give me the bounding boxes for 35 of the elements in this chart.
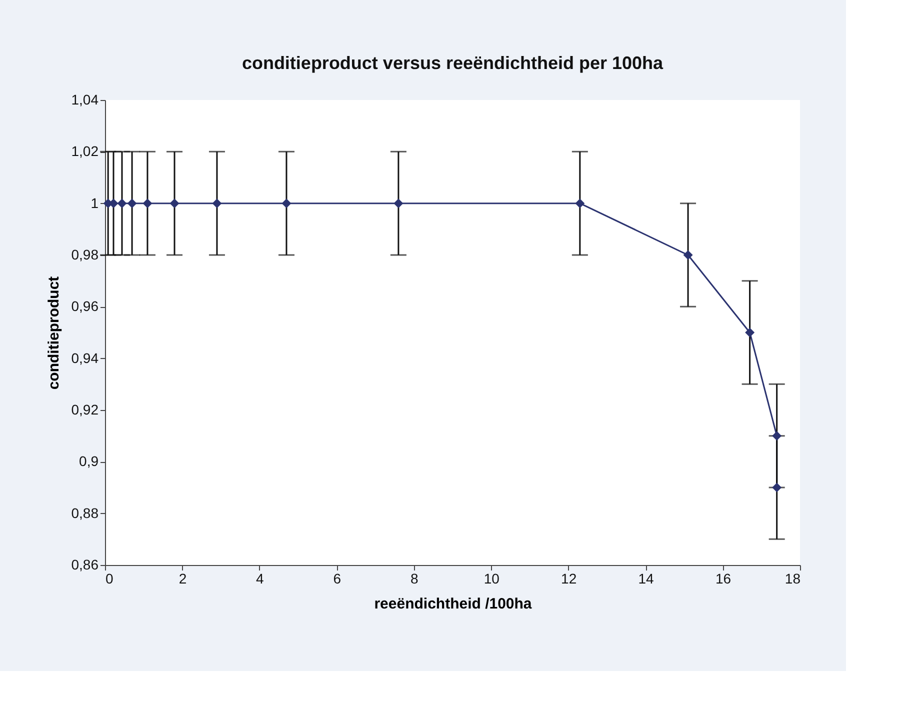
x-tick-label: 12 <box>561 570 577 586</box>
y-tick-label: 0,98 <box>71 246 99 262</box>
x-tick-label: 6 <box>333 570 342 586</box>
point <box>142 198 152 208</box>
y-tick-label: 1,02 <box>71 143 99 160</box>
point <box>117 198 127 208</box>
point <box>772 431 782 441</box>
y-tick-label: 1,04 <box>71 92 99 108</box>
point <box>212 198 222 208</box>
x-tick-label: 14 <box>638 570 654 586</box>
point <box>127 198 137 208</box>
x-tick-label: 2 <box>178 570 187 586</box>
x-tick-label: 10 <box>484 570 500 586</box>
chart-title: conditieproduct versus reeëndichtheid per 100ha <box>242 53 664 73</box>
point <box>683 250 693 260</box>
y-axis-title: conditieproduct <box>45 276 62 390</box>
y-tick-label: 0,96 <box>71 298 99 314</box>
point <box>772 482 782 492</box>
x-tick-label: 0 <box>106 570 114 586</box>
point <box>745 328 755 338</box>
y-tick-label: 0,88 <box>71 504 99 521</box>
point <box>282 198 292 208</box>
x-tick-label: 4 <box>256 570 264 586</box>
point <box>170 198 180 208</box>
x-tick-label: 18 <box>784 570 801 586</box>
x-tick-label: 16 <box>715 570 732 586</box>
x-axis-title: reeëndichtheid /100ha <box>374 596 532 612</box>
y-tick-label: 0,92 <box>71 402 99 418</box>
y-tick-label: 0,86 <box>71 556 99 572</box>
y-tick-label: 0,9 <box>79 453 99 470</box>
x-tick-label: 8 <box>410 570 418 586</box>
point <box>394 198 404 208</box>
y-tick-label: 0,94 <box>71 350 99 366</box>
y-tick-label: 1 <box>90 194 99 211</box>
point <box>575 198 585 208</box>
